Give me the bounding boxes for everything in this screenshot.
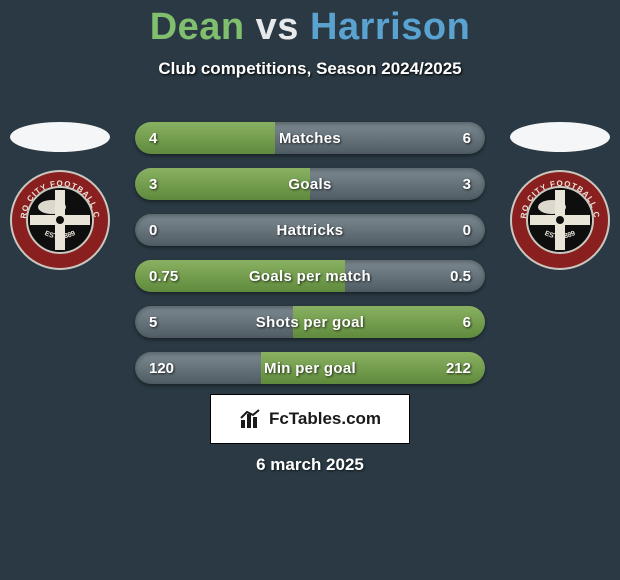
stat-label: Goals xyxy=(135,168,485,200)
vs-text: vs xyxy=(256,6,299,48)
stat-label: Shots per goal xyxy=(135,306,485,338)
stat-row-goals-per-match: 0.75 Goals per match 0.5 xyxy=(135,260,485,292)
stat-row-matches: 4 Matches 6 xyxy=(135,122,485,154)
brand-suffix: .com xyxy=(341,409,381,428)
brand-text: FcTables.com xyxy=(269,409,381,429)
stat-value-right: 212 xyxy=(446,352,471,384)
page-title: Dean vs Harrison xyxy=(0,0,620,49)
brand-prefix: Fc xyxy=(269,409,289,428)
player-a-name: Dean xyxy=(150,6,245,48)
stat-label: Min per goal xyxy=(135,352,485,384)
stat-row-min-per-goal: 120 Min per goal 212 xyxy=(135,352,485,384)
stat-value-right: 6 xyxy=(463,306,471,338)
stat-value-right: 0 xyxy=(463,214,471,246)
stat-label: Hattricks xyxy=(135,214,485,246)
stat-label: Matches xyxy=(135,122,485,154)
bar-chart-icon xyxy=(239,408,263,430)
stat-value-right: 0.5 xyxy=(450,260,471,292)
player-a-avatar xyxy=(10,122,110,152)
club-badge-left: TRURO CITY FOOTBALL CLUB EST. 1889 xyxy=(10,170,110,270)
subtitle: Club competitions, Season 2024/2025 xyxy=(0,59,620,79)
club-badge-right: TRURO CITY FOOTBALL CLUB EST. 1889 xyxy=(510,170,610,270)
brand-link[interactable]: FcTables.com xyxy=(210,394,410,444)
stat-label: Goals per match xyxy=(135,260,485,292)
stat-row-goals: 3 Goals 3 xyxy=(135,168,485,200)
player-b-avatar xyxy=(510,122,610,152)
player-b-name: Harrison xyxy=(310,6,470,48)
stat-row-shots-per-goal: 5 Shots per goal 6 xyxy=(135,306,485,338)
stat-row-hattricks: 0 Hattricks 0 xyxy=(135,214,485,246)
stat-value-right: 3 xyxy=(463,168,471,200)
stats-container: 4 Matches 6 3 Goals 3 0 Hattricks 0 0.75… xyxy=(135,122,485,398)
stat-value-right: 6 xyxy=(463,122,471,154)
brand-main: Tables xyxy=(289,409,342,428)
date-text: 6 march 2025 xyxy=(0,455,620,475)
